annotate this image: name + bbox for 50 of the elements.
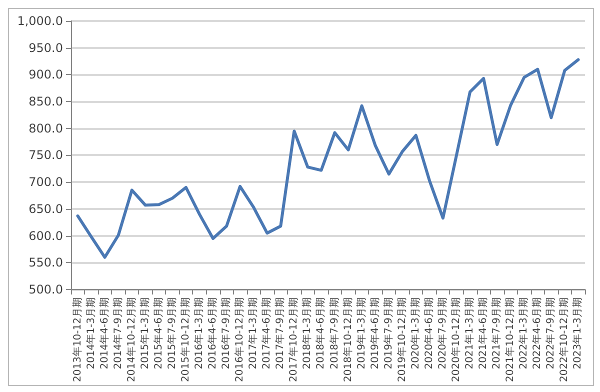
y-tick-label: 500.0 bbox=[28, 282, 63, 296]
x-tick-label: 2023年1-3月期 bbox=[572, 297, 584, 370]
x-tick-label: 2020年4-6月期 bbox=[422, 297, 435, 370]
x-tick-label: 2014年1-3月期 bbox=[84, 297, 97, 370]
y-tick-label: 650.0 bbox=[28, 202, 63, 216]
y-tick-label: 600.0 bbox=[28, 228, 63, 243]
x-tick-label: 2014年4-6月期 bbox=[98, 297, 110, 370]
x-tick-label: 2021年7-9月期 bbox=[490, 297, 503, 370]
x-tick-label: 2015年10-12月期 bbox=[179, 297, 192, 382]
x-tick-label: 2021年10-12月期 bbox=[504, 297, 516, 382]
x-tick-label: 2016年4-6月期 bbox=[206, 297, 219, 370]
y-tick-label: 950.0 bbox=[28, 40, 63, 55]
x-tick-label: 2022年10-12月期 bbox=[558, 297, 570, 382]
x-tick-label: 2016年10-12月期 bbox=[234, 297, 246, 382]
x-tick-label: 2019年1-3月期 bbox=[355, 297, 368, 370]
x-tick-label: 2017年4-6月期 bbox=[260, 297, 273, 370]
x-tick-label: 2019年4-6月期 bbox=[368, 297, 381, 370]
y-tick-label: 900.0 bbox=[28, 68, 63, 82]
x-tick-label: 2015年4-6月期 bbox=[152, 297, 164, 370]
x-tick-label: 2015年7-9月期 bbox=[166, 297, 178, 370]
x-tick-label: 2022年1-3月期 bbox=[518, 297, 530, 370]
x-tick-label: 2019年7-9月期 bbox=[382, 297, 394, 370]
y-tick-label: 750.0 bbox=[28, 148, 63, 162]
x-tick-label: 2017年10-12月期 bbox=[288, 297, 300, 382]
x-tick-label: 2018年4-6月期 bbox=[314, 297, 327, 370]
x-tick-label: 2017年7-9月期 bbox=[274, 297, 286, 370]
x-tick-label: 2015年1-3月期 bbox=[138, 297, 151, 370]
x-tick-label: 2014年10-12月期 bbox=[125, 297, 138, 382]
x-tick-label: 2020年10-12月期 bbox=[450, 297, 462, 382]
x-tick-label: 2018年10-12月期 bbox=[342, 297, 354, 382]
x-tick-label: 2022年7-9月期 bbox=[544, 297, 557, 370]
y-tick-label: 700.0 bbox=[28, 175, 63, 190]
x-tick-label: 2016年7-9月期 bbox=[220, 297, 232, 370]
y-tick-label: 850.0 bbox=[28, 94, 63, 109]
x-tick-label: 2022年4-6月期 bbox=[531, 297, 544, 370]
x-tick-label: 2017年1-3月期 bbox=[247, 297, 260, 370]
x-tick-label: 2018年1-3月期 bbox=[301, 297, 314, 370]
line-series bbox=[76, 58, 580, 259]
x-tick-label: 2020年7-9月期 bbox=[436, 297, 448, 370]
x-tick-label: 2014年7-9月期 bbox=[112, 297, 124, 370]
x-tick-label: 2013年10-12月期 bbox=[71, 297, 84, 382]
x-tick-label: 2020年1-3月期 bbox=[409, 297, 422, 370]
y-tick-label: 550.0 bbox=[28, 256, 63, 270]
x-tick-label: 2016年1-3月期 bbox=[193, 297, 205, 370]
y-tick-label: 800.0 bbox=[28, 121, 63, 136]
x-tick-label: 2018年7-9月期 bbox=[328, 297, 340, 370]
x-tick-label: 2019年10-12月期 bbox=[396, 297, 408, 382]
x-tick-label: 2021年4-6月期 bbox=[477, 297, 490, 370]
y-tick-label: 1,000.0 bbox=[17, 14, 63, 28]
x-tick-label: 2021年1-3月期 bbox=[464, 297, 476, 370]
